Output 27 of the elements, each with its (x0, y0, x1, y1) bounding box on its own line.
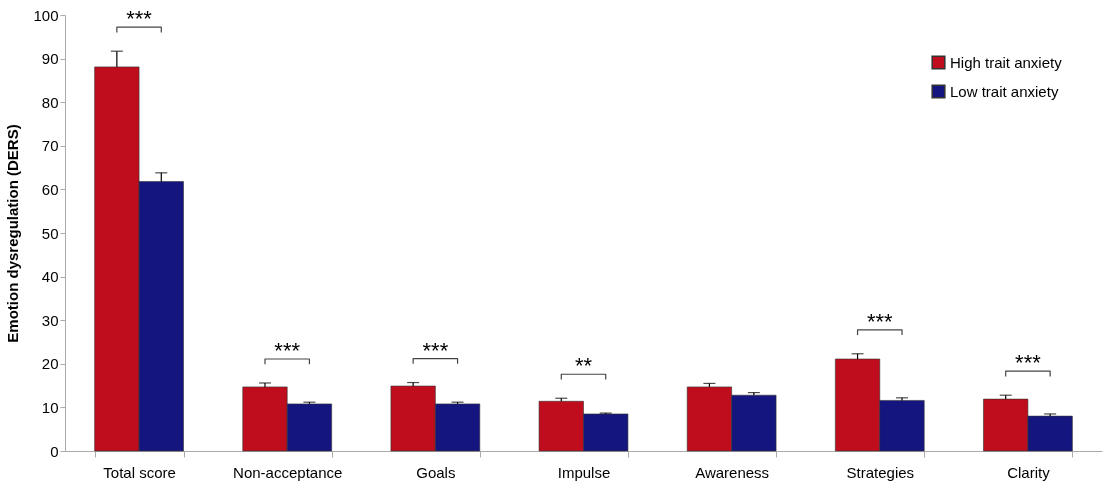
x-tick-label: Impulse (557, 463, 611, 481)
x-tick-label: Non-acceptance (233, 463, 343, 481)
y-tick-label: 40 (41, 268, 59, 286)
x-tick-label: Awareness (695, 463, 770, 481)
annotation: *** (126, 6, 153, 32)
y-axis-title: Emotion dysregulation (DERS) (4, 124, 22, 343)
y-tick-label: 80 (41, 93, 59, 111)
y-tick-label: 0 (50, 442, 59, 460)
y-tick-label: 20 (41, 355, 59, 373)
legend-label: High trait anxiety (950, 53, 1063, 71)
x-tick-label: Clarity (1007, 463, 1051, 481)
x-tick-label: Total score (103, 463, 176, 481)
y-tick-label: 90 (41, 50, 59, 68)
annotation: *** (422, 337, 449, 363)
x-tick-label: Strategies (846, 463, 915, 481)
annotation: *** (866, 308, 894, 334)
y-tick-label: 100 (33, 6, 59, 24)
x-tick-label: Goals (416, 463, 456, 481)
y-tick-label: 70 (41, 137, 59, 155)
y-tick-label: 30 (41, 311, 59, 329)
y-tick-label: 10 (41, 398, 59, 416)
annotation: ** (574, 353, 593, 379)
legend-label: Low trait anxiety (950, 82, 1059, 100)
y-tick-label: 60 (41, 180, 59, 198)
annotation: *** (1015, 350, 1042, 376)
annotation: *** (274, 338, 301, 363)
y-tick-label: 50 (41, 224, 59, 242)
